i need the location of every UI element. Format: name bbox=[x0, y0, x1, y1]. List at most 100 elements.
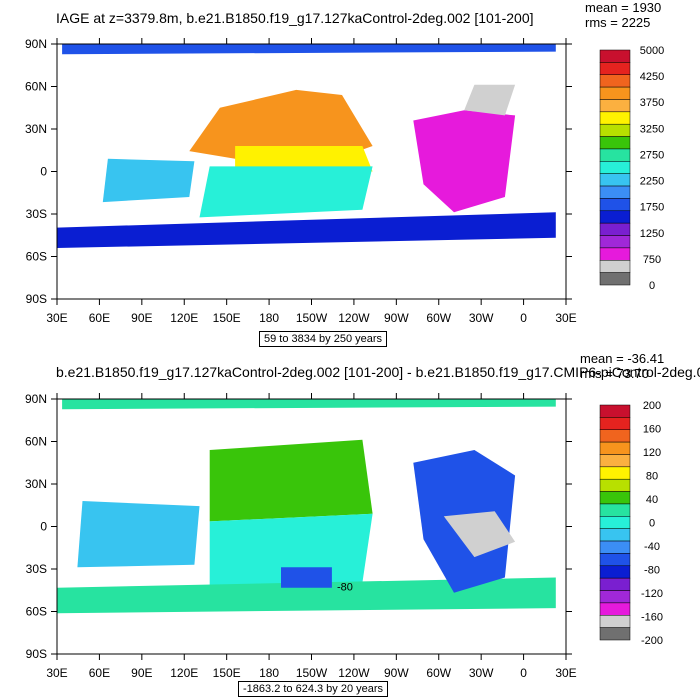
colorbar-label: 3250 bbox=[640, 123, 664, 135]
lon-label: 90E bbox=[131, 666, 152, 680]
colorbar-swatch bbox=[599, 222, 631, 236]
colorbar-swatch bbox=[599, 590, 631, 604]
lon-label: 30E bbox=[46, 311, 67, 325]
lon-label: 150W bbox=[296, 311, 328, 325]
arctic-band bbox=[62, 44, 556, 55]
colorbar-swatch bbox=[599, 429, 631, 443]
colorbar-swatch bbox=[599, 577, 631, 591]
colorbar-swatch bbox=[599, 516, 631, 529]
southern-ocean-band bbox=[57, 577, 556, 614]
south-pacific-field bbox=[199, 166, 373, 218]
lat-label: 0 bbox=[40, 165, 47, 179]
lat-label: 60N bbox=[25, 435, 47, 449]
colorbar-swatch bbox=[599, 247, 631, 261]
lon-label: 120E bbox=[170, 666, 198, 680]
lon-label: 150W bbox=[296, 666, 328, 680]
colorbar-label: 80 bbox=[646, 471, 658, 483]
panel1-map: 90N 60N 30N 0 30S 60S 90S 30E 60E 90E 120E 150E 180 1… bbox=[25, 37, 664, 325]
colorbar-swatch bbox=[599, 198, 631, 212]
panel2-mean: mean = -36.41 bbox=[580, 351, 665, 366]
lon-label: 0 bbox=[520, 666, 527, 680]
colorbar-label: 0 bbox=[649, 280, 655, 292]
colorbar-swatch bbox=[599, 602, 631, 616]
colorbar-swatch bbox=[599, 123, 631, 137]
colorbar-swatch bbox=[599, 528, 631, 542]
lon-label: 180 bbox=[259, 311, 279, 325]
lon-label: 120W bbox=[338, 311, 370, 325]
southwest-pacific-anomaly bbox=[281, 567, 332, 588]
lon-label: 120E bbox=[170, 311, 198, 325]
colorbar-swatch bbox=[599, 404, 631, 418]
lon-label: 150E bbox=[213, 311, 241, 325]
colorbar-label: -160 bbox=[641, 612, 663, 624]
colorbar-swatch bbox=[599, 235, 631, 249]
lon-label: 30E bbox=[46, 666, 67, 680]
colorbar-swatch bbox=[599, 491, 631, 505]
panel2-title: b.e21.B1850.f19_g17.127kaControl-2deg.00… bbox=[56, 364, 700, 380]
colorbar-swatch bbox=[599, 627, 631, 641]
lon-label: 0 bbox=[520, 311, 527, 325]
lat-label: 60N bbox=[25, 80, 47, 94]
colorbar-label: 200 bbox=[643, 400, 661, 412]
lon-label: 30W bbox=[469, 666, 494, 680]
colorbar-swatch bbox=[599, 441, 631, 455]
colorbar-label: 40 bbox=[646, 494, 658, 506]
lon-label: 30E bbox=[555, 311, 576, 325]
colorbar-swatch bbox=[599, 161, 631, 174]
lat-label: 30S bbox=[26, 207, 47, 221]
colorbar-label: -200 bbox=[641, 635, 663, 647]
equatorial-pacific-field bbox=[235, 146, 373, 172]
colorbar-swatch bbox=[599, 49, 631, 63]
indian-ocean-field bbox=[102, 158, 195, 203]
lon-label: 120W bbox=[338, 666, 370, 680]
map-area bbox=[57, 44, 556, 248]
lon-label: 90E bbox=[131, 311, 152, 325]
panel2-range-box: -1863.2 to 624.3 by 20 years bbox=[238, 681, 389, 697]
panel1-range-box: 59 to 3834 by 250 years bbox=[259, 331, 388, 347]
southern-ocean-band bbox=[57, 212, 556, 248]
colorbar-label: 4250 bbox=[640, 71, 664, 83]
colorbar-swatch bbox=[599, 553, 631, 567]
colorbar-swatch bbox=[599, 74, 631, 88]
lon-label: 60W bbox=[426, 666, 451, 680]
lat-label: 90S bbox=[26, 647, 47, 661]
colorbar-label: 2750 bbox=[640, 149, 664, 161]
colorbar-label: 750 bbox=[643, 254, 661, 266]
colorbar-label: 3750 bbox=[640, 97, 664, 109]
arctic-band bbox=[62, 399, 556, 410]
map-area: -80 bbox=[57, 399, 556, 614]
colorbar-label: -120 bbox=[641, 588, 663, 600]
lon-label: 60E bbox=[89, 666, 110, 680]
colorbar-swatch bbox=[599, 99, 631, 113]
lon-label: 150E bbox=[213, 666, 241, 680]
atlantic-field bbox=[413, 110, 516, 213]
panel2-rms: rms = 73.70 bbox=[580, 366, 650, 381]
lon-label: 90W bbox=[384, 311, 409, 325]
lat-label: 30N bbox=[25, 122, 47, 136]
colorbar-swatch bbox=[599, 136, 631, 150]
colorbar-swatch bbox=[599, 615, 631, 628]
colorbar-swatch bbox=[599, 173, 631, 187]
lat-label: 30N bbox=[25, 477, 47, 491]
nordic-seas-field bbox=[464, 84, 516, 116]
colorbar-label: 1250 bbox=[640, 228, 664, 240]
colorbar-swatch bbox=[599, 86, 631, 100]
panel1-mean: mean = 1930 bbox=[585, 0, 662, 15]
lon-label: 30W bbox=[469, 311, 494, 325]
colorbar-swatch bbox=[599, 260, 631, 273]
colorbar-swatch bbox=[599, 111, 631, 125]
lon-label: 30E bbox=[555, 666, 576, 680]
colorbar-label: -80 bbox=[644, 565, 660, 577]
colorbar-swatch bbox=[599, 540, 631, 554]
colorbar-label: 120 bbox=[643, 447, 661, 459]
contour-label: -80 bbox=[337, 581, 353, 593]
colorbar-swatch bbox=[599, 478, 631, 492]
lat-label: 30S bbox=[26, 562, 47, 576]
lat-label: 0 bbox=[40, 520, 47, 534]
lon-label: 180 bbox=[259, 666, 279, 680]
colorbar-swatch bbox=[599, 148, 631, 162]
colorbar-label: 2250 bbox=[640, 176, 664, 188]
colorbar-swatch bbox=[599, 417, 631, 430]
panel2-map: -80 90N 60N 30N 0 30S 60S 90S 30E 60E 90E 120E 150E 1… bbox=[25, 392, 663, 680]
colorbar-label: 5000 bbox=[640, 45, 664, 57]
